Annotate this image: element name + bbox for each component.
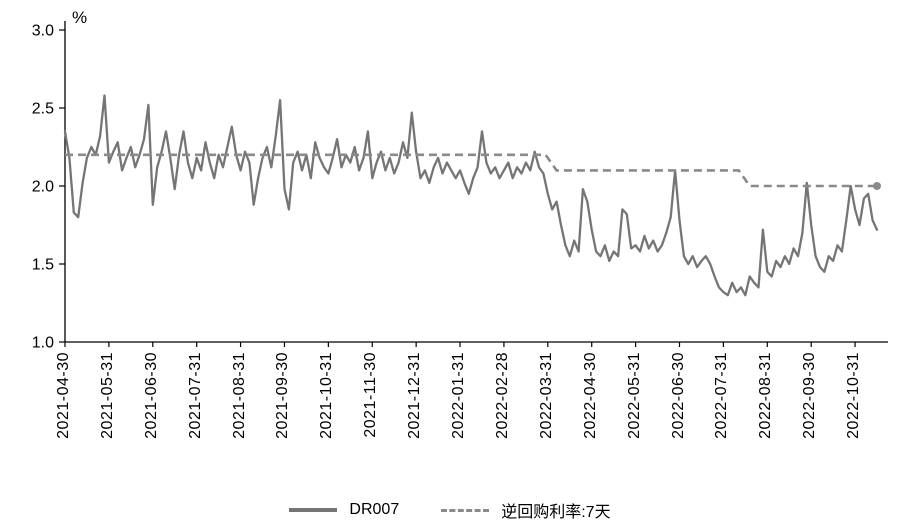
y-tick-label: 3.0 xyxy=(32,23,54,40)
y-tick-label: 2.0 xyxy=(32,179,54,196)
legend: DR007 逆回购利率:7天 xyxy=(0,497,900,523)
x-tick-label: 2022-10-31 xyxy=(845,352,863,439)
x-tick-label: 2022-09-30 xyxy=(801,352,819,439)
y-tick-label: 1.5 xyxy=(32,257,54,274)
repo-rate-line-sample-icon xyxy=(441,508,490,512)
legend-label-repo-rate: 逆回购利率:7天 xyxy=(501,504,611,521)
x-tick-label: 2021-10-31 xyxy=(318,352,336,439)
x-tick-label: 2022-04-30 xyxy=(581,352,599,439)
x-tick-label: 2022-02-28 xyxy=(493,352,511,439)
x-tick-label: 2021-06-30 xyxy=(142,352,160,439)
repo-rate-end-dot xyxy=(873,182,881,190)
x-tick-label: 2021-07-31 xyxy=(186,352,204,439)
dr007-line-sample-icon xyxy=(289,508,338,512)
x-tick-label: 2021-05-31 xyxy=(98,352,116,439)
x-tick-label: 2021-12-31 xyxy=(406,352,424,439)
y-tick-label: 1.0 xyxy=(32,335,54,352)
x-tick-label: 2021-11-30 xyxy=(362,352,380,438)
x-tick-label: 2022-06-30 xyxy=(669,352,687,439)
x-tick-label: 2021-09-30 xyxy=(274,352,292,439)
legend-label-dr007: DR007 xyxy=(349,501,400,518)
y-tick-label: 2.5 xyxy=(32,101,54,118)
x-tick-label: 2021-04-30 xyxy=(55,352,72,439)
repo-rate-line xyxy=(65,153,877,188)
x-tick-label: 2022-03-31 xyxy=(537,352,555,439)
x-tick-label: 2022-07-31 xyxy=(713,352,731,439)
x-tick-label: 2021-08-31 xyxy=(230,352,248,439)
y-axis-unit-label: % xyxy=(72,8,88,27)
dr007-line xyxy=(63,94,879,297)
x-tick-label: 2022-01-31 xyxy=(450,352,468,439)
x-tick-label: 2022-05-31 xyxy=(625,352,643,439)
x-tick-label: 2022-08-31 xyxy=(757,352,775,439)
